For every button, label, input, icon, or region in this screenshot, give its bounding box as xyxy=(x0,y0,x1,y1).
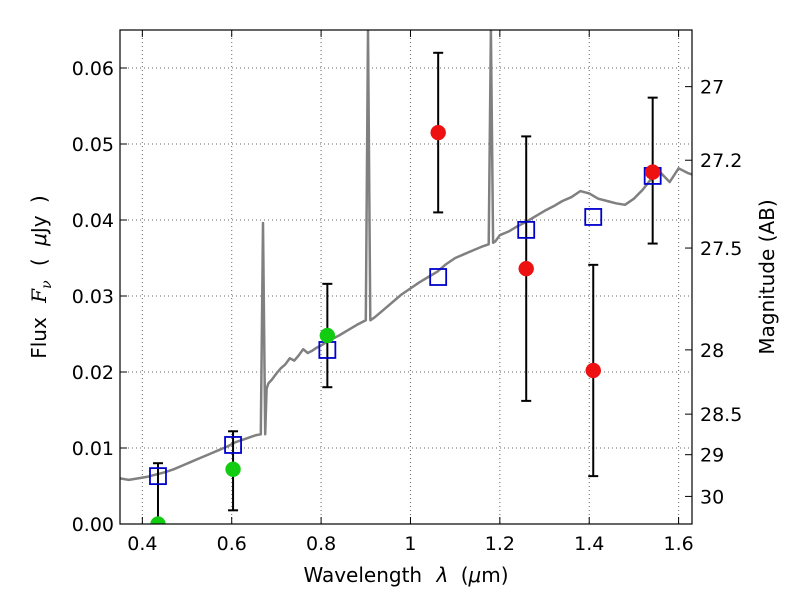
y-axis-title-mu: μ xyxy=(27,233,51,247)
model-photometry-square xyxy=(429,268,448,286)
x-axis-title: Wavelength λ (μm) xyxy=(303,563,508,587)
x-axis-title-mu: μ xyxy=(468,563,482,587)
y-tick-label: 0.05 xyxy=(72,134,114,156)
y-axis-title-close: ) xyxy=(27,195,51,203)
y2-tick-label: 28 xyxy=(700,340,724,362)
y-tick-label: 0.00 xyxy=(72,514,114,536)
x-tick-label: 1.2 xyxy=(485,533,515,555)
y2-tick-label: 27 xyxy=(700,77,724,99)
plot-frame xyxy=(119,29,693,525)
y2-tick-label: 27.5 xyxy=(700,238,742,260)
measurements-point xyxy=(225,461,241,478)
y-tick-label: 0.04 xyxy=(72,210,114,232)
detections-point xyxy=(430,124,446,141)
measurements-point xyxy=(150,516,166,524)
x-axis-title-unit-open: ( xyxy=(461,563,469,587)
axis-ticks: 0.4 0.6 0.8 1 1.2 1.4 1.6 0.00 0.01 0.02 0.03 0.04 0… xyxy=(72,30,742,555)
y-tick-label: 0.06 xyxy=(72,58,114,80)
model-spectrum-line xyxy=(120,30,692,482)
y-axis-title-prefix: Flux xyxy=(27,317,51,359)
y-axis-title-nu: ν xyxy=(39,280,55,289)
y-axis-title-F: F xyxy=(27,288,51,304)
y2-tick-label: 28.5 xyxy=(700,404,742,426)
x-axis-title-prefix: Wavelength xyxy=(303,563,422,587)
x-tick-label: 1.4 xyxy=(574,533,604,555)
model-photometry-square xyxy=(224,436,242,454)
detections-point xyxy=(518,260,534,277)
model-photometry-square xyxy=(517,220,536,239)
y-axis-title: Flux Fν ( μJy ) xyxy=(27,195,56,359)
measurements-point xyxy=(319,327,336,344)
detections-point xyxy=(644,164,661,180)
model-photometry-square xyxy=(149,467,167,486)
y-tick-label: 0.03 xyxy=(72,286,114,308)
y2-axis-title: Magnitude (AB) xyxy=(755,199,779,354)
y2-tick-label: 29 xyxy=(700,445,724,467)
grid xyxy=(120,30,692,525)
x-axis-title-lambda: λ xyxy=(435,563,448,587)
y2-tick-label: 27.2 xyxy=(700,150,742,172)
x-axis-title-unit: m) xyxy=(481,563,508,587)
y2-tick-label: 30 xyxy=(700,486,724,508)
y-axis-title-unit: Jy xyxy=(27,215,51,235)
detections-point xyxy=(585,362,601,379)
x-tick-label: 0.6 xyxy=(217,533,247,555)
plot-area xyxy=(120,30,692,524)
y-tick-label: 0.02 xyxy=(72,362,114,384)
y-axis-title-open: ( xyxy=(27,258,51,266)
model-photometry-square xyxy=(584,208,603,226)
x-tick-label: 1 xyxy=(404,533,416,555)
y-tick-label: 0.01 xyxy=(72,438,114,460)
x-tick-label: 0.8 xyxy=(306,533,336,555)
x-tick-label: 0.4 xyxy=(127,533,157,555)
x-tick-label: 1.6 xyxy=(663,533,693,555)
